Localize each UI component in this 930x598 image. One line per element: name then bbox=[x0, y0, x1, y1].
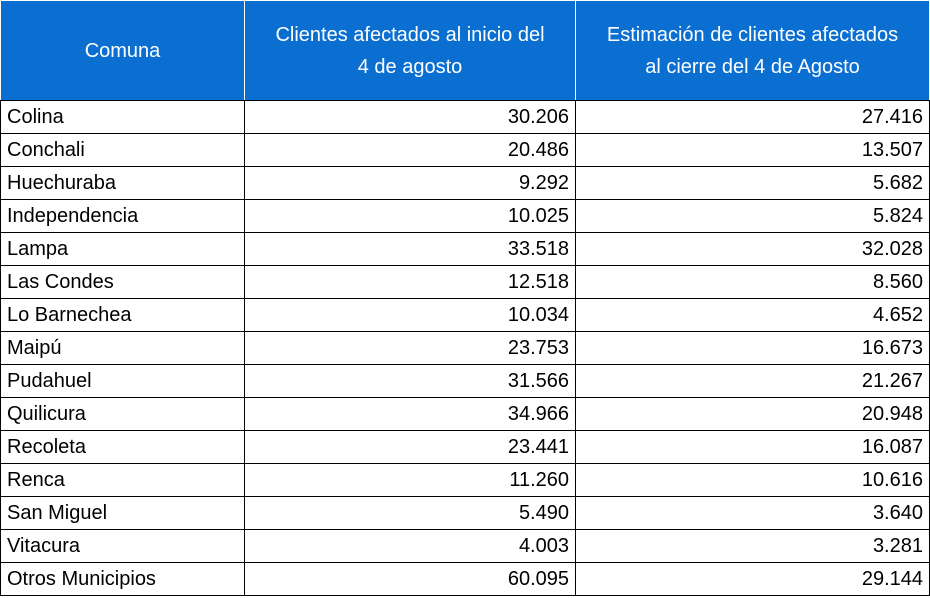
cell-comuna: Huechuraba bbox=[0, 166, 245, 200]
header-row: Comuna Clientes afectados al inicio del … bbox=[0, 0, 930, 101]
table-row: Lampa 33.518 32.028 bbox=[0, 232, 930, 266]
cell-comuna: Renca bbox=[0, 463, 245, 497]
header-clientes-inicio: Clientes afectados al inicio del 4 de ag… bbox=[244, 0, 576, 101]
cell-inicio: 9.292 bbox=[244, 166, 576, 200]
cell-cierre: 3.281 bbox=[575, 529, 930, 563]
cell-cierre: 5.824 bbox=[575, 199, 930, 233]
cell-comuna: Quilicura bbox=[0, 397, 245, 431]
cell-comuna: Otros Municipios bbox=[0, 562, 245, 596]
cell-comuna: Pudahuel bbox=[0, 364, 245, 398]
cell-cierre: 16.673 bbox=[575, 331, 930, 365]
table-row: Renca 11.260 10.616 bbox=[0, 463, 930, 497]
table-row: San Miguel 5.490 3.640 bbox=[0, 496, 930, 530]
cell-inicio: 20.486 bbox=[244, 133, 576, 167]
cell-inicio: 23.441 bbox=[244, 430, 576, 464]
header-inicio-line2: 4 de agosto bbox=[357, 55, 463, 78]
cell-comuna: Colina bbox=[0, 100, 245, 134]
header-cierre-line2: al cierre del 4 de Agosto bbox=[645, 55, 860, 78]
cell-comuna: Lo Barnechea bbox=[0, 298, 245, 332]
header-clientes-cierre: Estimación de clientes afectados al cier… bbox=[575, 0, 930, 101]
table-body: Colina 30.206 27.416 Conchali 20.486 13.… bbox=[0, 100, 930, 596]
header-comuna: Comuna bbox=[0, 0, 245, 101]
table-row: Lo Barnechea 10.034 4.652 bbox=[0, 298, 930, 332]
table-row: Otros Municipios 60.095 29.144 bbox=[0, 562, 930, 596]
table-row: Conchali 20.486 13.507 bbox=[0, 133, 930, 167]
header-cierre-line1: Estimación de clientes afectados bbox=[606, 23, 899, 46]
cell-cierre: 4.652 bbox=[575, 298, 930, 332]
cell-inicio: 30.206 bbox=[244, 100, 576, 134]
cell-cierre: 13.507 bbox=[575, 133, 930, 167]
table-row: Pudahuel 31.566 21.267 bbox=[0, 364, 930, 398]
cell-cierre: 10.616 bbox=[575, 463, 930, 497]
cell-cierre: 32.028 bbox=[575, 232, 930, 266]
cell-comuna: Lampa bbox=[0, 232, 245, 266]
cell-inicio: 4.003 bbox=[244, 529, 576, 563]
cell-comuna: Las Condes bbox=[0, 265, 245, 299]
cell-cierre: 29.144 bbox=[575, 562, 930, 596]
cell-inicio: 5.490 bbox=[244, 496, 576, 530]
cell-inicio: 60.095 bbox=[244, 562, 576, 596]
header-comuna-label: Comuna bbox=[84, 39, 161, 62]
cell-comuna: Conchali bbox=[0, 133, 245, 167]
cell-inicio: 10.034 bbox=[244, 298, 576, 332]
table-row: Maipú 23.753 16.673 bbox=[0, 331, 930, 365]
cell-cierre: 3.640 bbox=[575, 496, 930, 530]
cell-cierre: 16.087 bbox=[575, 430, 930, 464]
cell-cierre: 8.560 bbox=[575, 265, 930, 299]
cell-inicio: 34.966 bbox=[244, 397, 576, 431]
table-row: Independencia 10.025 5.824 bbox=[0, 199, 930, 233]
table-row: Recoleta 23.441 16.087 bbox=[0, 430, 930, 464]
cell-cierre: 27.416 bbox=[575, 100, 930, 134]
table-header: Comuna Clientes afectados al inicio del … bbox=[0, 0, 930, 101]
header-inicio-line1: Clientes afectados al inicio del bbox=[275, 23, 545, 46]
table-row: Colina 30.206 27.416 bbox=[0, 100, 930, 134]
cell-cierre: 20.948 bbox=[575, 397, 930, 431]
cell-comuna: San Miguel bbox=[0, 496, 245, 530]
cell-inicio: 10.025 bbox=[244, 199, 576, 233]
cell-comuna: Independencia bbox=[0, 199, 245, 233]
cell-cierre: 5.682 bbox=[575, 166, 930, 200]
cell-inicio: 12.518 bbox=[244, 265, 576, 299]
table-row: Las Condes 12.518 8.560 bbox=[0, 265, 930, 299]
table-row: Quilicura 34.966 20.948 bbox=[0, 397, 930, 431]
cell-inicio: 31.566 bbox=[244, 364, 576, 398]
cell-comuna: Vitacura bbox=[0, 529, 245, 563]
cell-comuna: Maipú bbox=[0, 331, 245, 365]
cell-comuna: Recoleta bbox=[0, 430, 245, 464]
table-row: Vitacura 4.003 3.281 bbox=[0, 529, 930, 563]
cell-inicio: 23.753 bbox=[244, 331, 576, 365]
cell-inicio: 33.518 bbox=[244, 232, 576, 266]
cell-inicio: 11.260 bbox=[244, 463, 576, 497]
table-row: Huechuraba 9.292 5.682 bbox=[0, 166, 930, 200]
cell-cierre: 21.267 bbox=[575, 364, 930, 398]
